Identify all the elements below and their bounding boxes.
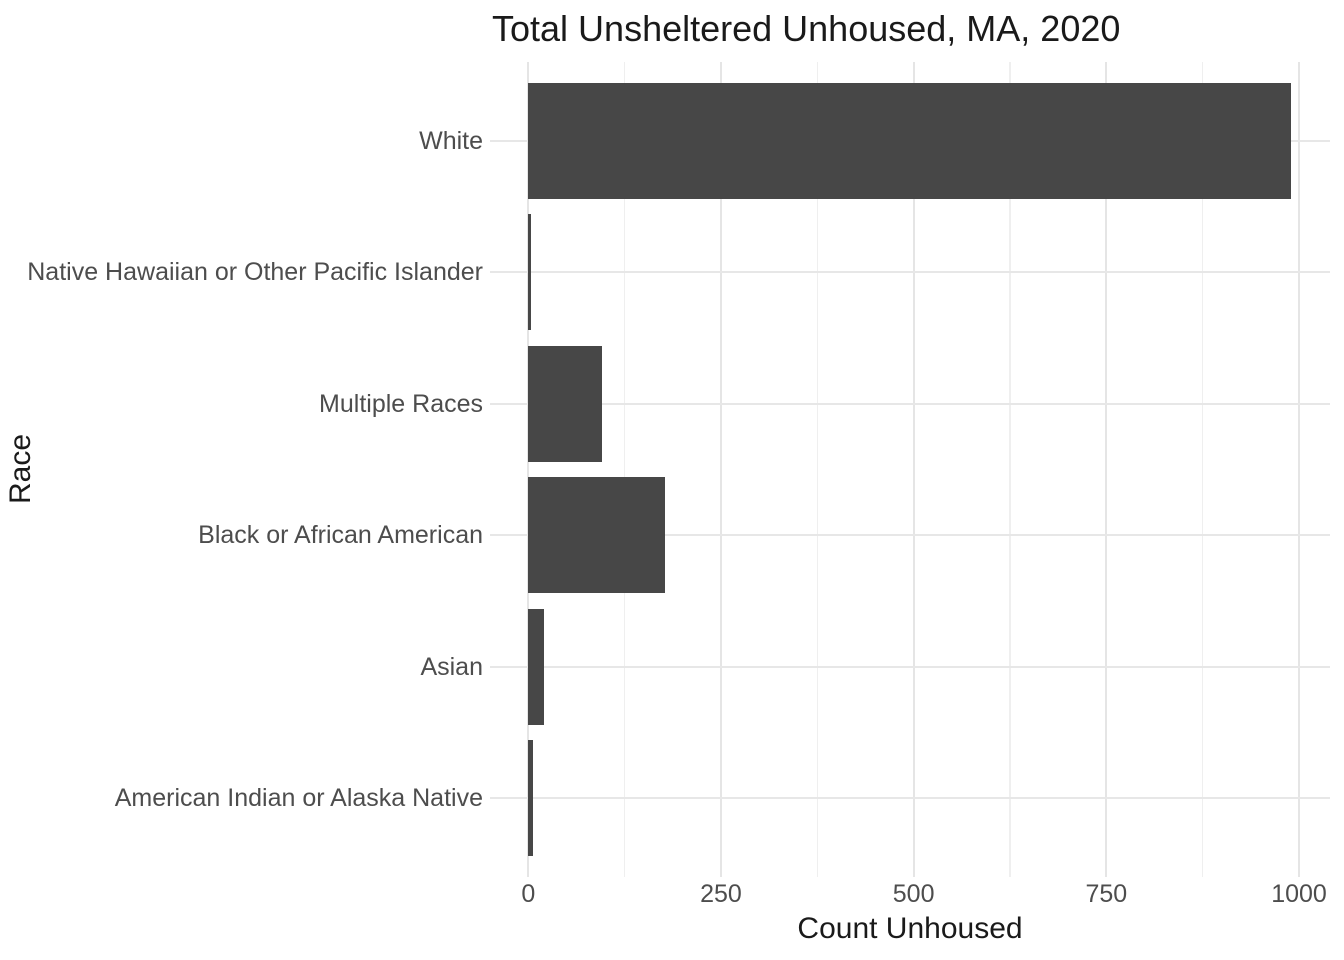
minor-gridline-x [1201, 62, 1204, 877]
y-tick-label: White [419, 127, 483, 155]
plot-panel [490, 62, 1330, 877]
bar-american-indian-or-alaska-native [528, 740, 533, 856]
major-gridline-x [527, 62, 530, 877]
bar-multiple-races [528, 345, 603, 462]
y-tick-label: Asian [420, 652, 483, 681]
x-tick-label: 250 [700, 880, 742, 908]
x-tick-label: 500 [892, 880, 935, 908]
major-gridline-y [490, 797, 1330, 799]
bar-black-or-african-american [528, 477, 666, 594]
minor-gridline-x [1009, 62, 1011, 877]
y-tick-label: Multiple Races [319, 389, 483, 418]
bar-white [528, 83, 1292, 199]
major-gridline-x [1105, 62, 1108, 877]
bar-asian [528, 608, 545, 725]
x-axis-title: Count Unhoused [797, 912, 1023, 945]
major-gridline-x [1298, 62, 1300, 877]
x-tick-label: 0 [521, 880, 536, 908]
major-gridline-y [490, 665, 1330, 668]
minor-gridline-x [816, 62, 819, 877]
y-tick-label: American Indian or Alaska Native [114, 784, 483, 812]
y-tick-label: Native Hawaiian or Other Pacific Islande… [27, 258, 483, 287]
x-tick-label: 1000 [1271, 880, 1327, 908]
major-gridline-y [490, 534, 1330, 537]
chart-title: Total Unsheltered Unhoused, MA, 2020 [492, 8, 1121, 49]
bar-native-hawaiian-or-other-pacific-islander [528, 214, 532, 331]
minor-gridline-x [623, 62, 626, 877]
x-tick-label: 750 [1085, 880, 1128, 908]
y-axis-labels: White Native Hawaiian or Other Pacific Is… [0, 62, 483, 877]
major-gridline-x [912, 62, 915, 877]
major-gridline-x [719, 62, 722, 877]
major-gridline-y [490, 271, 1330, 274]
y-tick-label: Black or African American [198, 521, 483, 550]
major-gridline-y [490, 402, 1330, 405]
